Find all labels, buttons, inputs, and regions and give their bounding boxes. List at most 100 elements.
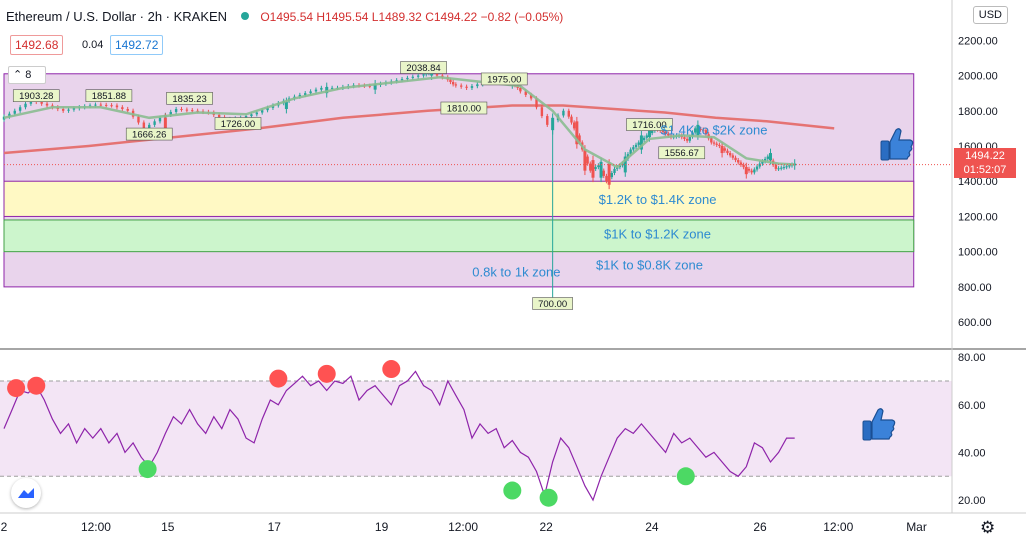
candle-body <box>72 108 76 110</box>
symbol-title[interactable]: Ethereum / U.S. Dollar · 2h · KRAKEN <box>6 9 228 24</box>
overbought-marker <box>7 379 26 398</box>
price-axis-tick: 2200.00 <box>958 35 998 47</box>
candle-body <box>782 167 786 169</box>
price-label: 700.00 <box>538 299 567 310</box>
price-label: 1556.67 <box>665 148 699 159</box>
candle-body <box>110 105 113 107</box>
overbought-marker <box>269 369 288 388</box>
zone-annotation: $1K to $0.8K zone <box>596 257 703 272</box>
price-label-box <box>166 92 213 105</box>
candle-body <box>180 109 183 111</box>
candle-body <box>115 105 119 108</box>
oversold-marker <box>138 460 157 479</box>
candle-body <box>739 162 743 165</box>
price-label-box <box>532 297 573 310</box>
bar-countdown: 01:52:07 <box>963 164 1007 176</box>
candle-body <box>217 114 221 118</box>
candle-body <box>185 109 189 111</box>
candle-body <box>720 145 724 154</box>
close-value: C1494.22 <box>425 10 478 24</box>
overbought-marker <box>27 376 46 395</box>
candle-body <box>744 167 748 175</box>
candle-body <box>704 130 708 135</box>
oversold-marker <box>539 488 558 507</box>
candle-body <box>761 161 764 164</box>
candle-body <box>578 135 581 143</box>
candle-body <box>169 111 172 115</box>
candle-body <box>460 85 463 87</box>
candle-body <box>728 153 732 156</box>
price-axis-tick: 1800.00 <box>958 106 998 118</box>
indicator-count: 8 <box>25 69 32 81</box>
candle-body <box>586 156 589 164</box>
candle-body <box>255 112 259 115</box>
candle-body <box>667 133 670 136</box>
candle-body <box>454 84 458 86</box>
price-label-box <box>214 117 262 130</box>
candle-body <box>104 104 108 106</box>
candle-body <box>411 76 414 78</box>
chevron-up-icon: ⌃ <box>13 69 23 81</box>
candle-body <box>260 110 264 113</box>
candle-body <box>298 94 302 97</box>
candle-body <box>710 138 713 143</box>
rsi-axis-tick: 20.00 <box>958 495 986 507</box>
candle-body <box>747 168 751 171</box>
oversold-marker <box>676 467 695 486</box>
candle-body <box>758 163 761 167</box>
candle-body <box>685 138 689 141</box>
candle-body <box>691 132 694 137</box>
price-axis-tick: 2000.00 <box>958 71 998 83</box>
thumbs-up-icon <box>878 125 916 168</box>
price-axis-tick: 800.00 <box>958 282 992 294</box>
candle-body <box>406 77 409 80</box>
zone-green <box>3 219 915 253</box>
price-axis-tick: 600.00 <box>958 317 992 329</box>
candle-body <box>715 143 718 145</box>
candle-body <box>373 84 377 90</box>
sell-button[interactable]: 1492.68 <box>10 35 64 55</box>
currency-button[interactable]: USD <box>972 6 1008 24</box>
candle-body <box>605 175 608 182</box>
candle-body <box>451 82 455 85</box>
candle-body <box>368 85 371 87</box>
candle-body <box>309 91 312 94</box>
candle-body <box>314 89 318 92</box>
indicators-toggle-button[interactable]: ⌃ 8 <box>8 66 46 84</box>
candle-body <box>737 160 740 163</box>
candle-body <box>768 153 772 161</box>
last-price-tag: 1494.22 01:52:07 <box>954 148 1016 178</box>
candle-body <box>465 86 468 88</box>
candle-body <box>718 144 721 146</box>
zone-annotation: $1.2K to $1.4K zone <box>599 192 717 207</box>
candle-body <box>535 98 538 108</box>
tradingview-logo-icon[interactable] <box>11 478 41 508</box>
candle-body <box>639 135 643 150</box>
overbought-marker <box>317 364 336 383</box>
candle-body <box>99 104 103 106</box>
candle-body <box>18 107 22 111</box>
price-label-box <box>480 72 528 86</box>
price-label-box <box>626 118 673 131</box>
time-axis-tick: 22 <box>540 520 554 534</box>
rsi-band <box>0 380 952 477</box>
candle-body <box>153 121 156 125</box>
long-moving-average-line <box>3 104 835 155</box>
candle-body <box>250 114 253 117</box>
candle-body <box>570 116 573 123</box>
candle-body <box>121 107 124 110</box>
time-axis-tick: 17 <box>268 520 282 534</box>
price-panel: 1903.28 1851.88 1835.23 1666.26 1726.00 2038.… <box>2 61 952 310</box>
candle-body <box>284 101 288 110</box>
candle-body <box>13 110 16 114</box>
candle-body <box>742 164 745 168</box>
settings-gear-icon[interactable]: ⚙ <box>980 518 996 537</box>
candle-body <box>753 169 756 173</box>
time-axis-tick: 24 <box>645 520 659 534</box>
candle-body <box>613 168 616 173</box>
buy-button[interactable]: 1492.72 <box>110 35 164 55</box>
candle-body <box>688 136 692 141</box>
candle-body <box>693 128 697 133</box>
candle-body <box>304 93 307 95</box>
